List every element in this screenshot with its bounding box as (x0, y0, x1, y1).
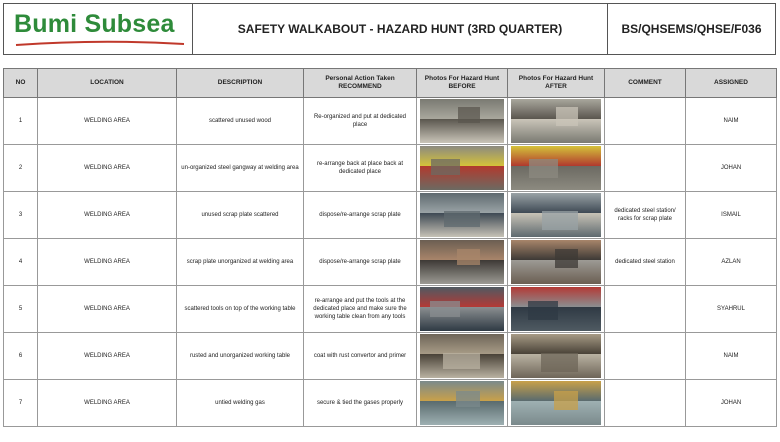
form-header: Bumi Subsea SAFETY WALKABOUT - HAZARD HU… (3, 3, 776, 55)
cell-action: dispose/re-arrange scrap plate (303, 238, 417, 286)
photo-after (507, 191, 605, 239)
after-photo (511, 381, 601, 425)
before-photo (420, 193, 504, 237)
column-header-assigned: ASSIGNED (685, 68, 777, 98)
cell-action: coat with rust convertor and primer (303, 332, 417, 380)
column-header-before: Photos For Hazard Hunt BEFORE (416, 68, 508, 98)
after-photo (511, 193, 601, 237)
cell-action: Re-organized and put at dedicated place (303, 97, 417, 145)
photo-after (507, 332, 605, 380)
photo-after (507, 238, 605, 286)
cell-location: WELDING AREA (37, 144, 177, 192)
column-header-description: DESCRIPTION (176, 68, 304, 98)
photo-before (416, 379, 508, 427)
document-code: BS/QHSEMS/QHSE/F036 (621, 22, 762, 36)
after-photo (511, 334, 601, 378)
column-header-action: Personal Action Taken RECOMMEND (303, 68, 417, 98)
cell-assigned: SYAHRUL (685, 285, 777, 333)
logo-wordmark: Bumi Subsea (14, 10, 175, 38)
photo-after (507, 144, 605, 192)
cell-assigned: NAIM (685, 332, 777, 380)
cell-location: WELDING AREA (37, 285, 177, 333)
table-header-row: NO LOCATION DESCRIPTION Personal Action … (3, 68, 777, 98)
photo-before (416, 238, 508, 286)
cell-location: WELDING AREA (37, 97, 177, 145)
cell-action: dispose/re-arrange scrap plate (303, 191, 417, 239)
photo-after (507, 379, 605, 427)
cell-no: 1 (3, 97, 38, 145)
logo-swoosh-icon (15, 40, 185, 46)
cell-description: scattered unused wood (176, 97, 304, 145)
photo-after (507, 97, 605, 145)
cell-comment: dedicated steel station/ racks for scrap… (604, 191, 686, 239)
cell-action: secure & tied the gases properly (303, 379, 417, 427)
after-photo (511, 146, 601, 190)
cell-no: 4 (3, 238, 38, 286)
cell-location: WELDING AREA (37, 332, 177, 380)
cell-assigned: JOHAN (685, 379, 777, 427)
cell-comment (604, 285, 686, 333)
cell-description: untied welding gas (176, 379, 304, 427)
table-row: 6 WELDING AREA rusted and unorganized work… (3, 332, 777, 380)
cell-no: 2 (3, 144, 38, 192)
before-photo (420, 334, 504, 378)
cell-location: WELDING AREA (37, 238, 177, 286)
hazard-hunt-table: NO LOCATION DESCRIPTION Personal Action … (3, 68, 777, 427)
photo-before (416, 144, 508, 192)
before-photo (420, 287, 504, 331)
after-photo (511, 240, 601, 284)
cell-no: 5 (3, 285, 38, 333)
cell-comment (604, 379, 686, 427)
photo-before (416, 191, 508, 239)
cell-description: scrap plate unorganized at welding area (176, 238, 304, 286)
before-photo (420, 99, 504, 143)
cell-comment (604, 144, 686, 192)
cell-action: re-arrange back at place back at dedicat… (303, 144, 417, 192)
table-row: 5 WELDING AREA scattered tools on top of t… (3, 285, 777, 333)
column-header-no: NO (3, 68, 38, 98)
table-row: 2 WELDING AREA un-organized steel gangway … (3, 144, 777, 192)
after-photo (511, 287, 601, 331)
cell-no: 6 (3, 332, 38, 380)
cell-no: 7 (3, 379, 38, 427)
cell-assigned: AZLAN (685, 238, 777, 286)
table-row: 7 WELDING AREA untied welding gas secure & … (3, 379, 777, 427)
column-header-location: LOCATION (37, 68, 177, 98)
photo-before (416, 285, 508, 333)
cell-location: WELDING AREA (37, 379, 177, 427)
photo-after (507, 285, 605, 333)
cell-comment (604, 332, 686, 380)
column-header-comment: COMMENT (604, 68, 686, 98)
cell-description: rusted and unorganized working table (176, 332, 304, 380)
after-photo (511, 99, 601, 143)
cell-action: re-arrange and put the tools at the dedi… (303, 285, 417, 333)
before-photo (420, 146, 504, 190)
column-header-after: Photos For Hazard Hunt AFTER (507, 68, 605, 98)
cell-description: unused scrap plate scattered (176, 191, 304, 239)
cell-comment: dedicated steel station (604, 238, 686, 286)
before-photo (420, 240, 504, 284)
table-row: 4 WELDING AREA scrap plate unorganized at … (3, 238, 777, 286)
cell-location: WELDING AREA (37, 191, 177, 239)
cell-no: 3 (3, 191, 38, 239)
photo-before (416, 97, 508, 145)
cell-assigned: NAIM (685, 97, 777, 145)
cell-comment (604, 97, 686, 145)
table-row: 1 WELDING AREA scattered unused wood Re-org… (3, 97, 777, 145)
table-body: 1 WELDING AREA scattered unused wood Re-org… (3, 97, 777, 427)
cell-description: un-organized steel gangway at welding ar… (176, 144, 304, 192)
cell-assigned: ISMAIL (685, 191, 777, 239)
table-row: 3 WELDING AREA unused scrap plate scattere… (3, 191, 777, 239)
photo-before (416, 332, 508, 380)
cell-assigned: JOHAN (685, 144, 777, 192)
cell-description: scattered tools on top of the working ta… (176, 285, 304, 333)
company-logo: Bumi Subsea (4, 4, 193, 54)
before-photo (420, 381, 504, 425)
form-title: SAFETY WALKABOUT - HAZARD HUNT (3RD QUAR… (193, 4, 608, 54)
